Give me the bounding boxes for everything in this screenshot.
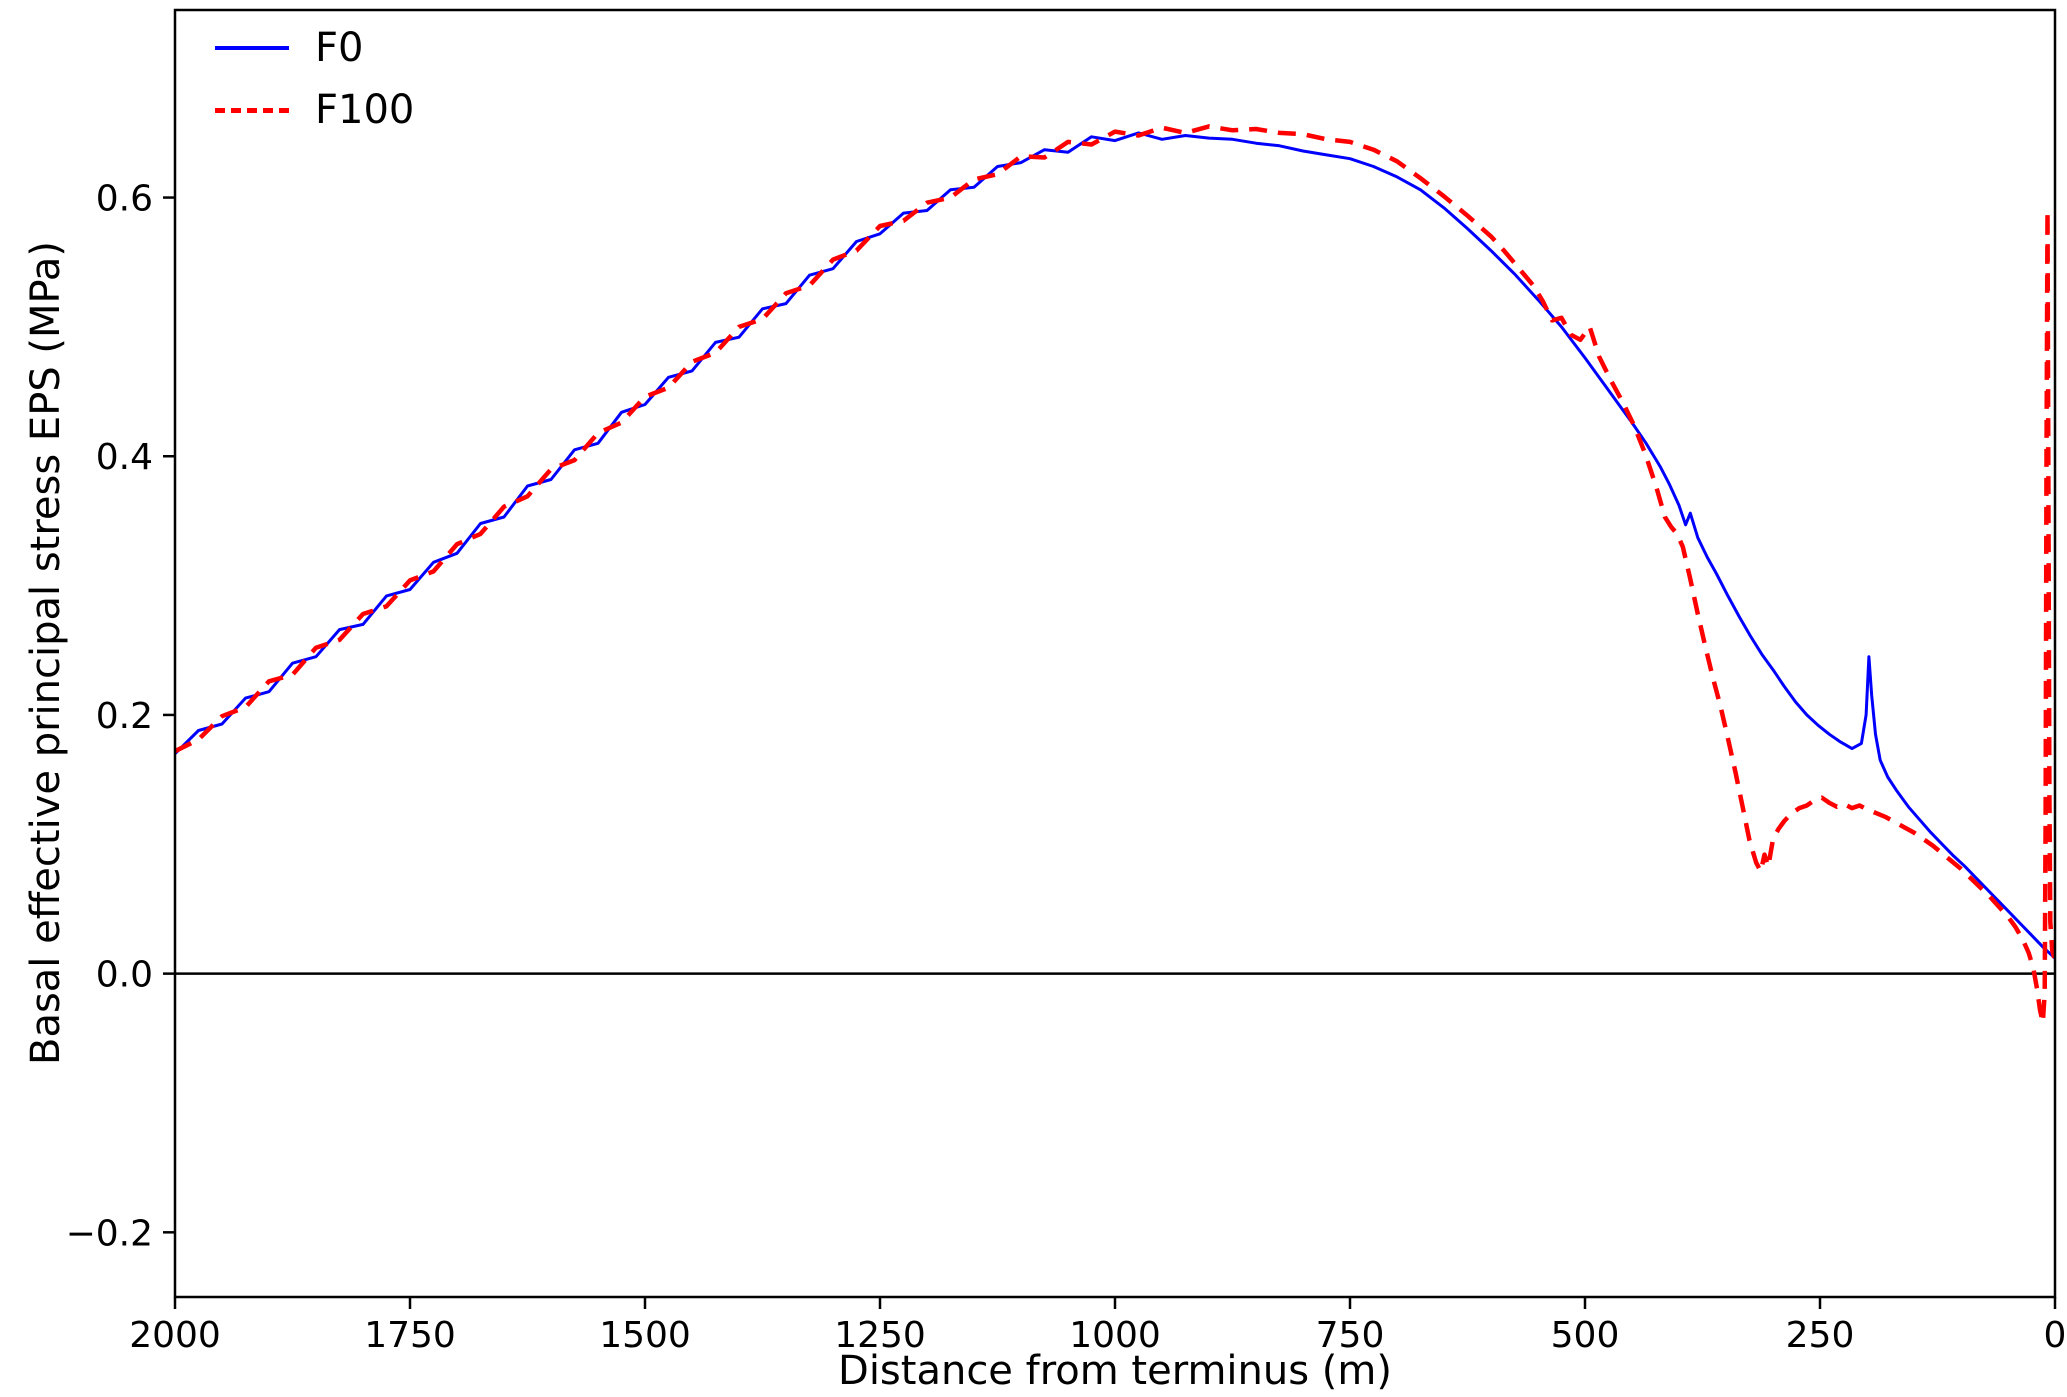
legend-line-sample-f100 <box>215 107 289 113</box>
x-tick-label: 1000 <box>1069 1315 1161 1356</box>
x-tick-label: 250 <box>1786 1315 1855 1356</box>
legend: F0 F100 <box>215 26 414 132</box>
axes-frame <box>173 8 2057 1299</box>
legend-label-f0: F0 <box>315 25 364 71</box>
x-tick-label: 0 <box>2044 1315 2067 1356</box>
legend-item-f100: F100 <box>215 88 414 132</box>
legend-label-f100: F100 <box>315 87 415 133</box>
series-line-f100 <box>175 124 2055 1026</box>
y-axis-label: Basal effective principal stress EPS (MP… <box>23 241 69 1065</box>
legend-line-sample-f0 <box>215 46 289 50</box>
x-axis-label: Distance from terminus (m) <box>838 1348 1392 1394</box>
y-tick-label: 0.4 <box>96 437 153 478</box>
x-tick-label: 1500 <box>599 1315 691 1356</box>
x-tick-label: 1750 <box>364 1315 456 1356</box>
legend-item-f0: F0 <box>215 26 414 70</box>
y-tick-label: −0.2 <box>66 1213 153 1254</box>
x-tick-label: 500 <box>1551 1315 1620 1356</box>
x-tick-label: 1250 <box>834 1315 926 1356</box>
y-tick-label: 0.2 <box>96 696 153 737</box>
y-tick-label: 0.6 <box>96 179 153 220</box>
x-tick-label: 750 <box>1316 1315 1385 1356</box>
y-tick-label: 0.0 <box>96 955 153 996</box>
x-tick-label: 2000 <box>129 1315 221 1356</box>
